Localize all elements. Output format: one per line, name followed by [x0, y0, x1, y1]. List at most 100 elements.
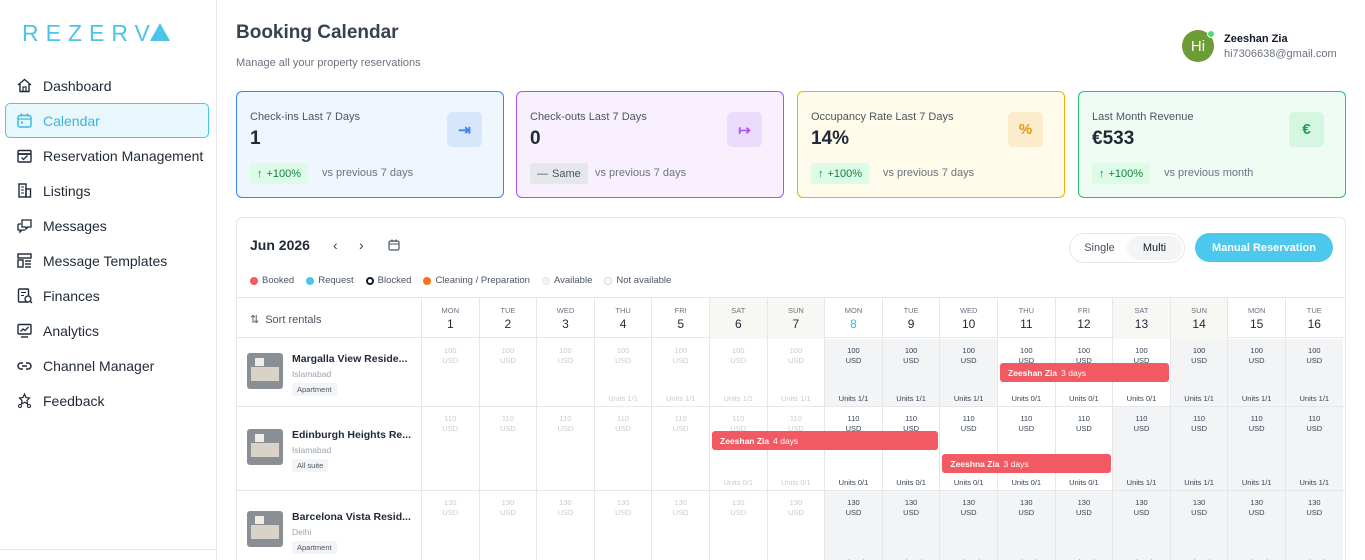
- view-multi-button[interactable]: Multi: [1127, 236, 1182, 260]
- stat-label: Occupancy Rate Last 7 Days: [811, 111, 954, 123]
- calendar-cell[interactable]: 100 USD Units 0/1: [997, 339, 1055, 406]
- user-profile[interactable]: Hi Zeeshan Zia hi7306638@gmail.com: [1182, 30, 1337, 62]
- calendar-cell[interactable]: 100 USD Units 1/1: [593, 339, 652, 406]
- avatar[interactable]: Hi: [1182, 30, 1215, 62]
- calendar-cell[interactable]: 100 USD: [478, 339, 537, 406]
- prev-month-button[interactable]: ‹: [333, 237, 338, 253]
- legend-label: Booked: [262, 275, 295, 286]
- booking-bar[interactable]: Zeeshan Zia 4 days: [712, 431, 939, 450]
- calendar-cell[interactable]: 100 USD Units 1/1: [1285, 339, 1343, 406]
- calendar-cell[interactable]: 130 USD: [709, 491, 767, 560]
- sort-rentals-button[interactable]: ⇅ Sort rentals: [250, 313, 321, 327]
- calendar-cell[interactable]: 110 USD: [593, 407, 652, 490]
- calendar-cell[interactable]: 110 USD Units 1/1: [1227, 407, 1285, 490]
- sidebar-item-dashboard[interactable]: Dashboard: [5, 68, 209, 103]
- calendar-cell[interactable]: 110 USD Units 1/1: [1169, 407, 1228, 490]
- calendar-cell[interactable]: 110 USD Units 0/1: [939, 407, 997, 490]
- online-status-dot: [1207, 30, 1215, 38]
- calendar-cell[interactable]: 100 USD: [536, 339, 594, 406]
- calendar-cell[interactable]: 130 USD: [593, 491, 652, 560]
- sidebar-item-messages[interactable]: Messages: [5, 208, 209, 243]
- calendar-cell[interactable]: 110 USD: [536, 407, 594, 490]
- manual-reservation-button[interactable]: Manual Reservation: [1195, 233, 1333, 262]
- day-of-week: FRI: [1077, 306, 1090, 315]
- sidebar-item-reservation-management[interactable]: Reservation Management: [5, 138, 209, 173]
- calendar-cell[interactable]: 110 USD Units 0/1: [709, 407, 767, 490]
- day-of-week: TUE: [500, 306, 516, 315]
- sidebar-item-feedback[interactable]: Feedback: [5, 383, 209, 418]
- calendar-cell[interactable]: 110 USD Units 1/1: [1285, 407, 1343, 490]
- day-of-week: FRI: [674, 306, 687, 315]
- calendar-cell[interactable]: 100 USD Units 1/1: [1227, 339, 1285, 406]
- calendar-cell[interactable]: 110 USD: [651, 407, 709, 490]
- calendar-cell[interactable]: 100 USD Units 1/1: [824, 339, 882, 406]
- calendar-cell[interactable]: 100 USD: [421, 339, 479, 406]
- cell-price: 130 USD: [1191, 498, 1208, 517]
- rental-info[interactable]: Edinburgh Heights Re... Islamabad All suit…: [247, 429, 411, 473]
- table-row: Edinburgh Heights Re... Islamabad All suit…: [237, 407, 1345, 491]
- calendar-cell[interactable]: 110 USD Units 0/1: [997, 407, 1055, 490]
- booking-bar[interactable]: Zeeshan Zia 3 days: [1000, 363, 1169, 382]
- calendar-cell[interactable]: 130 USD: [421, 491, 479, 560]
- calendar-cell[interactable]: 130 USD: [766, 491, 825, 560]
- cell-price: 100 USD: [1133, 346, 1150, 365]
- booking-bar[interactable]: Zeeshna Zia 3 days: [942, 454, 1112, 473]
- table-row: Margalla View Reside... Islamabad Apartmen…: [237, 339, 1345, 407]
- cell-units: Units 1/1: [1286, 558, 1343, 560]
- login-icon: ⇥: [447, 112, 482, 147]
- day-number: 13: [1134, 317, 1149, 331]
- next-month-button[interactable]: ›: [359, 237, 364, 253]
- day-of-week: SUN: [1191, 306, 1208, 315]
- stat-card: Check-ins Last 7 Days 1 ⇥ ↑ +100% vs previous…: [236, 91, 504, 198]
- calendar-cell[interactable]: 100 USD Units 1/1: [766, 339, 825, 406]
- cell-units: Units 0/1: [1011, 394, 1042, 403]
- sidebar-item-channel-manager[interactable]: Channel Manager: [5, 348, 209, 383]
- view-single-button[interactable]: Single: [1084, 242, 1115, 254]
- calendar-cell[interactable]: 130 USD: [651, 491, 709, 560]
- sidebar-item-label: Analytics: [43, 322, 100, 339]
- rental-info[interactable]: Barcelona Vista Resid... Delhi Apartment: [247, 511, 411, 555]
- sidebar-item-message-templates[interactable]: Message Templates: [5, 243, 209, 278]
- sidebar-item-finances[interactable]: Finances: [5, 278, 209, 313]
- rental-info[interactable]: Margalla View Reside... Islamabad Apartmen…: [247, 353, 407, 397]
- calendar-cell[interactable]: 100 USD Units 1/1: [709, 339, 767, 406]
- cell-price: 110 USD: [442, 414, 459, 433]
- day-number: 16: [1307, 317, 1321, 331]
- calendar-cell[interactable]: 130 USD: [536, 491, 594, 560]
- calendar-picker-icon[interactable]: [388, 239, 400, 251]
- calendar-cell[interactable]: 110 USD: [421, 407, 479, 490]
- cell-price: 130 USD: [557, 498, 574, 517]
- booking-duration: 4 days: [773, 435, 799, 446]
- sidebar-item-calendar[interactable]: Calendar: [5, 103, 209, 138]
- brand-logo[interactable]: REZERV: [22, 20, 157, 46]
- cell-price: 130 USD: [730, 498, 747, 517]
- day-number: 3: [562, 317, 569, 331]
- stat-compare-text: vs previous 7 days: [883, 167, 975, 179]
- calendar-cell[interactable]: 100 USD Units 1/1: [1169, 339, 1228, 406]
- avatar-initials: Hi: [1190, 37, 1206, 55]
- calendar-cell[interactable]: 100 USD Units 1/1: [651, 339, 709, 406]
- trend-arrow-icon: ↑: [257, 167, 263, 180]
- legend-dot: [423, 276, 432, 285]
- calendar-cell[interactable]: 110 USD: [478, 407, 537, 490]
- calendar-cell[interactable]: 100 USD Units 1/1: [881, 339, 940, 406]
- cell-price: 130 USD: [615, 498, 632, 517]
- calendar-cell[interactable]: 100 USD Units 1/1: [939, 339, 997, 406]
- cell-price: 130 USD: [1306, 498, 1323, 517]
- sidebar-item-analytics[interactable]: Analytics: [5, 313, 209, 348]
- calendar-cell[interactable]: 110 USD Units 0/1: [1054, 407, 1113, 490]
- cell-units: Units 1/1: [1241, 478, 1272, 487]
- cell-units: Units 0/1: [896, 478, 926, 487]
- calendar-cell[interactable]: 130 USD: [478, 491, 537, 560]
- sidebar-item-listings[interactable]: Listings: [5, 173, 209, 208]
- calendar-cell[interactable]: 110 USD Units 1/1: [1112, 407, 1170, 490]
